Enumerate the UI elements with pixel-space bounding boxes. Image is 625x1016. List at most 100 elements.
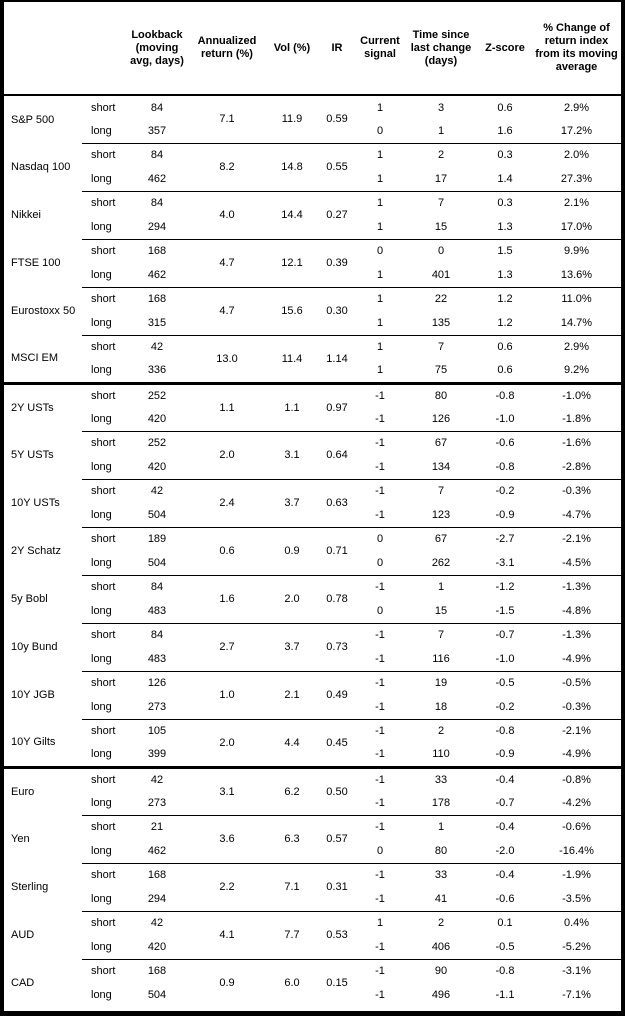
vol-value: 7.7 [266, 910, 318, 959]
zscore-value: 1.3 [497, 220, 513, 233]
pct-change-value: 13.6% [560, 268, 593, 281]
lookback-value: 504 [147, 989, 167, 1001]
header-ir: IR [318, 2, 356, 96]
table-row-long: long 273 -1 178 -0.7 -4.2% [4, 791, 621, 815]
vol-value: 6.3 [266, 814, 318, 863]
asset-name: 2Y Schatz [11, 545, 61, 557]
lookback-value: 420 [147, 940, 167, 953]
row-label-long: long [91, 748, 112, 761]
table-row-long: long 273 -1 18 -0.2 -0.3% [4, 695, 621, 719]
ir-value: 0.78 [318, 574, 356, 623]
row-label-short: short [82, 622, 126, 647]
vol-value: 11.4 [266, 334, 318, 383]
ir-value: 0.55 [318, 142, 356, 191]
table-row-short: 2Y Schatz short 189 0.6 0.9 0.71 0 67 -2.7 -2.1% [4, 526, 621, 575]
table-row-long: long 462 0 80 -2.0 -16.4% [4, 839, 621, 863]
table-row-short: 2Y USTs short 252 1.1 1.1 0.97 -1 80 -0.8 -1.0% [4, 381, 621, 431]
time-since-value: 67 [404, 526, 478, 551]
pct-change-value: -4.7% [562, 508, 591, 521]
ir-value: 0.15 [318, 958, 356, 1007]
table-row-long: long 315 1 135 1.2 14.7% [4, 311, 621, 335]
time-since-value: 406 [431, 940, 451, 953]
time-since-value: 110 [432, 748, 450, 761]
pct-change-value: -4.8% [562, 604, 591, 617]
table-row-long: long 504 -1 123 -0.9 -4.7% [4, 503, 621, 527]
row-label-long: long [91, 124, 112, 137]
asset-name: 10y Bund [11, 641, 58, 653]
zscore-value: 0.6 [497, 364, 513, 377]
zscore-value: -0.5 [478, 670, 532, 695]
annualized-return-value: 13.0 [188, 334, 266, 383]
time-since-value: 1 [437, 124, 445, 137]
current-signal-value: 1 [376, 316, 384, 329]
annualized-return-value: 2.7 [188, 622, 266, 671]
time-since-value: 126 [431, 412, 451, 425]
pct-change-value: -16.4% [559, 844, 594, 857]
ir-value: 0.30 [318, 286, 356, 335]
time-since-value: 134 [431, 460, 451, 473]
zscore-value: -0.4 [478, 862, 532, 887]
table-row-long: long 399 -1 110 -0.9 -4.9% [4, 743, 621, 767]
current-signal-value: 1 [376, 268, 384, 281]
zscore-value: -0.2 [495, 700, 515, 713]
time-since-value: 22 [404, 286, 478, 311]
asset-name: AUD [11, 929, 35, 941]
zscore-value: 1.5 [478, 238, 532, 263]
time-since-value: 19 [404, 670, 478, 695]
header-zscore: Z-score [478, 2, 532, 96]
row-label-long: long [91, 989, 112, 1001]
zscore-value: -0.6 [495, 892, 515, 905]
current-signal-value: 1 [356, 286, 404, 311]
table-row-short: 10Y JGB short 126 1.0 2.1 0.49 -1 19 -0.5 -0.5% [4, 670, 621, 719]
current-signal-value: -1 [356, 574, 404, 599]
vol-value: 15.6 [266, 286, 318, 335]
row-label-short: short [82, 381, 126, 407]
annualized-return-value: 0.6 [188, 526, 266, 575]
pct-change-value: 2.1% [532, 190, 621, 215]
asset-name: Nasdaq 100 [11, 161, 71, 173]
row-label-short: short [82, 862, 126, 887]
zscore-value: -3.1 [495, 556, 515, 569]
asset-name: CAD [11, 977, 35, 989]
current-signal-value: 1 [356, 142, 404, 167]
table-row-long: long 420 -1 406 -0.5 -5.2% [4, 935, 621, 959]
table-row-long: long 462 1 401 1.3 13.6% [4, 263, 621, 287]
lookback-value: 273 [147, 700, 167, 713]
time-since-value: 80 [434, 844, 448, 857]
annualized-return-value: 7.1 [219, 113, 235, 126]
zscore-value: 1.6 [497, 124, 513, 137]
lookback-value: 168 [126, 862, 188, 887]
current-signal-value: -1 [375, 892, 385, 905]
row-label-short: short [82, 910, 126, 935]
time-since-value: 7 [404, 622, 478, 647]
time-since-value: 135 [431, 316, 451, 329]
pct-change-value: -2.1% [532, 526, 621, 551]
zscore-value: -0.9 [495, 748, 515, 761]
table-row-short: 5y Bobl short 84 1.6 2.0 0.78 -1 1 -1.2 -1.3% [4, 574, 621, 623]
vol-value: 12.1 [266, 238, 318, 287]
current-signal-value: -1 [356, 718, 404, 743]
row-label-short: short [82, 430, 126, 455]
time-since-value: 123 [431, 508, 451, 521]
annualized-return-value: 2.2 [188, 862, 266, 911]
zscore-value: 0.1 [478, 910, 532, 935]
time-since-value: 7 [404, 334, 478, 359]
zscore-value: -0.6 [478, 430, 532, 455]
time-since-value: 67 [404, 430, 478, 455]
zscore-value: 1.3 [497, 268, 513, 281]
pct-change-value: -2.1% [532, 718, 621, 743]
annualized-return-value: 1.1 [188, 381, 266, 431]
asset-name: Nikkei [11, 209, 41, 221]
lookback-value: 462 [147, 844, 167, 857]
asset-name: 5y Bobl [11, 593, 48, 605]
vol-value: 0.9 [266, 526, 318, 575]
row-label-long: long [91, 700, 112, 713]
zscore-value: -1.1 [495, 989, 515, 1001]
lookback-value: 42 [126, 478, 188, 503]
row-label-long: long [91, 364, 112, 377]
header-lookback: Lookback (moving avg, days) [126, 2, 188, 96]
lookback-value: 483 [147, 604, 167, 617]
pct-change-value: 2.9% [563, 101, 590, 114]
ir-value: 0.57 [318, 814, 356, 863]
